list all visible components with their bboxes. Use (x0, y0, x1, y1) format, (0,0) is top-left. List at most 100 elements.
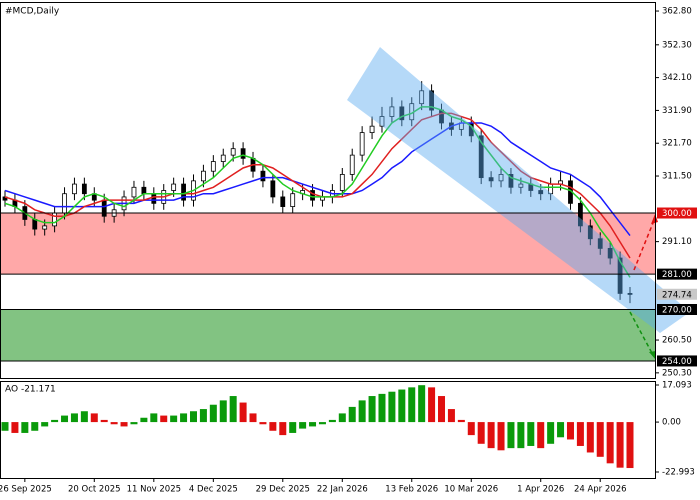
candle-body (577, 202, 583, 227)
ao-bar (606, 422, 614, 464)
y-tick-label: 311.50 (662, 172, 692, 182)
ao-bar (90, 413, 98, 423)
ao-bar (348, 406, 356, 423)
candle-body (607, 247, 613, 259)
candle-body (260, 170, 266, 182)
ao-bar (140, 417, 148, 423)
candle-body (587, 225, 593, 240)
ao-bar (11, 422, 19, 433)
candle-body (62, 193, 67, 214)
candle-body (498, 174, 504, 182)
ao-bar (547, 422, 555, 444)
ao-bar (517, 422, 525, 449)
ao-title: AO -21.171 (5, 385, 56, 395)
ao-bar (189, 411, 197, 423)
y-tick-label: 352.30 (662, 40, 692, 50)
candle-body (399, 106, 405, 121)
down-arrow (629, 311, 654, 356)
candle-body (131, 186, 137, 198)
x-tick-label: 29 Dec 2025 (256, 485, 310, 495)
candle-body (419, 90, 425, 105)
ao-bar (467, 422, 475, 436)
ao-bar (229, 396, 237, 423)
ao-bar (447, 409, 455, 423)
x-tick-label: 10 Mar 2026 (444, 485, 498, 495)
ao-bar (626, 422, 634, 469)
ao-bar (368, 396, 376, 423)
ao-bar (120, 422, 128, 427)
x-tick-label: 26 Sep 2025 (0, 485, 52, 495)
candle-body (349, 154, 355, 175)
y-tick-label: 250.30 (662, 368, 692, 378)
ao-bar (358, 400, 366, 423)
level-label: 270.00 (662, 305, 692, 315)
y-tick-label: 0.00 (662, 418, 681, 428)
ao-bar (279, 422, 287, 436)
candle-body (270, 180, 276, 198)
ao-bar (41, 422, 49, 427)
ao-frame (0, 381, 656, 479)
ao-bar (438, 396, 446, 423)
candle-body (220, 154, 226, 162)
up-arrow (633, 217, 656, 271)
ao-bar (457, 419, 465, 423)
y-tick-label: 362.80 (662, 7, 692, 17)
ao-bar (616, 422, 624, 468)
ao-bar (289, 422, 297, 433)
price-frame (0, 2, 656, 379)
x-tick-label: 24 Apr 2026 (574, 485, 627, 495)
last-price-label: 274.74 (662, 290, 692, 300)
candle-body (72, 183, 77, 195)
ao-bar (209, 404, 217, 423)
ao-bar (269, 422, 277, 431)
x-tick-label: 13 Feb 2026 (385, 485, 438, 495)
candle-body (210, 161, 216, 172)
level-label: 281.00 (662, 270, 692, 280)
candle-body (429, 90, 434, 111)
ao-bar (31, 422, 39, 431)
ao-bar (51, 419, 59, 423)
ao-bar (318, 422, 326, 425)
level-box (657, 355, 697, 367)
ao-bar (21, 422, 29, 433)
down-arrow-head (649, 351, 656, 360)
candle-body (181, 183, 186, 201)
y-tick-label: 331.90 (662, 106, 692, 116)
candle-body (369, 125, 375, 134)
y-tick-label: -22.993 (662, 467, 695, 477)
chart-title: #MCD,Daily (5, 7, 60, 17)
ao-bar (1, 422, 9, 431)
candle-body (32, 219, 38, 230)
y-tick-label: 321.70 (662, 139, 692, 149)
ao-bar (110, 422, 118, 425)
ao-bar (160, 415, 168, 423)
y-tick-label: 342.10 (662, 73, 692, 83)
candle-body (538, 190, 544, 195)
last-price-box (657, 288, 697, 300)
candle-body (42, 225, 48, 230)
candle-body (478, 135, 484, 179)
ao-bar (170, 415, 178, 423)
ao-bar (576, 422, 584, 446)
candle-body (240, 148, 246, 159)
ao-bar (80, 411, 88, 423)
candle-body (518, 183, 524, 188)
level-label: 300.00 (662, 209, 692, 219)
price-panel (1, 81, 655, 361)
ao-bar (586, 422, 594, 453)
ao-bar (100, 419, 108, 423)
candle-body (101, 199, 107, 217)
ao-bar (130, 422, 138, 425)
ao-bar (408, 387, 416, 423)
ao-bar (199, 409, 207, 423)
y-tick-label: 17.093 (662, 380, 692, 390)
ao-bar (507, 422, 515, 449)
y-tick-label: 291.10 (662, 237, 692, 247)
x-tick-label: 11 Nov 2025 (127, 485, 181, 495)
ao-bar (497, 422, 505, 451)
price-lines (1, 212, 655, 362)
candle-body (339, 174, 345, 191)
moving-average (4, 122, 631, 236)
level-box (657, 303, 697, 315)
